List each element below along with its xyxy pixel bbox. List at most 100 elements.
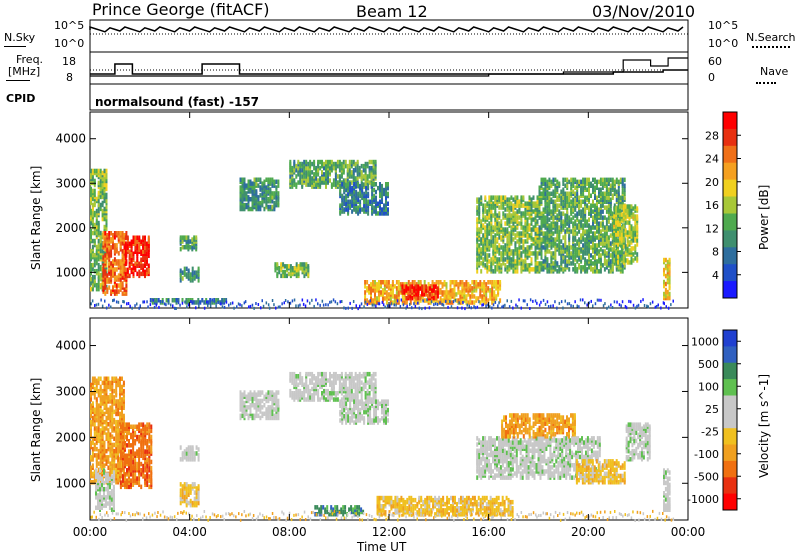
power-cell bbox=[104, 243, 107, 248]
power-cell bbox=[432, 284, 435, 289]
power-cell bbox=[568, 233, 571, 238]
power-speckle bbox=[550, 304, 552, 308]
power-cell bbox=[550, 197, 553, 202]
power-cell bbox=[628, 240, 631, 245]
power-cell bbox=[313, 165, 316, 171]
power-speckle bbox=[426, 298, 428, 302]
power-cell bbox=[463, 286, 466, 291]
power-cell bbox=[572, 177, 575, 183]
power-cell bbox=[508, 231, 511, 236]
velocity-cell bbox=[105, 415, 108, 421]
power-cell bbox=[619, 222, 621, 227]
power-cell bbox=[522, 203, 525, 208]
power-speckle bbox=[647, 305, 649, 309]
power-cell bbox=[542, 259, 545, 264]
power-cell bbox=[425, 288, 428, 293]
power-speckle bbox=[251, 303, 254, 307]
power-cell bbox=[664, 281, 667, 287]
power-cell bbox=[617, 254, 619, 259]
power-speckle bbox=[624, 305, 627, 308]
power-cell bbox=[594, 243, 596, 248]
power-cell bbox=[191, 237, 194, 242]
power-cell bbox=[275, 191, 278, 196]
power-cell bbox=[634, 244, 637, 249]
power-cell bbox=[482, 243, 485, 248]
power-cell bbox=[578, 219, 581, 224]
power-cell bbox=[364, 290, 367, 295]
power-cell bbox=[433, 282, 436, 287]
power-cell bbox=[550, 269, 553, 274]
freq-strip-frame bbox=[89, 51, 689, 85]
power-cell bbox=[562, 243, 565, 248]
power-speckle bbox=[223, 305, 226, 309]
power-speckle bbox=[192, 300, 194, 304]
power-cell bbox=[417, 280, 420, 285]
power-cell bbox=[105, 204, 108, 210]
power-cell bbox=[305, 262, 308, 267]
power-speckle bbox=[105, 306, 108, 310]
power-cell bbox=[626, 204, 629, 209]
power-cell bbox=[97, 238, 100, 244]
power-cell bbox=[330, 182, 333, 187]
power-cell bbox=[582, 191, 585, 196]
power-cell bbox=[482, 233, 485, 238]
power-cell bbox=[193, 274, 196, 279]
power-cell bbox=[103, 178, 106, 184]
power-cell bbox=[562, 249, 565, 254]
power-cell bbox=[453, 280, 456, 285]
power-cell bbox=[142, 271, 145, 277]
power-speckle bbox=[186, 305, 188, 309]
power-cell bbox=[115, 283, 118, 288]
power-speckle bbox=[260, 306, 262, 310]
power-cell bbox=[405, 284, 408, 289]
power-cell bbox=[630, 214, 633, 219]
power-cell bbox=[345, 187, 348, 193]
power-cell bbox=[381, 183, 383, 189]
power-cell bbox=[500, 195, 503, 200]
power-cell bbox=[615, 177, 618, 183]
power-cell bbox=[508, 261, 511, 266]
power-cell bbox=[556, 203, 559, 208]
power-speckle bbox=[301, 298, 304, 302]
power-cell bbox=[93, 230, 96, 236]
power-cell bbox=[91, 244, 94, 250]
power-speckle bbox=[662, 301, 665, 305]
date-title: 03/Nov/2010 bbox=[592, 2, 696, 21]
power-cell bbox=[105, 284, 108, 290]
power-cell bbox=[140, 239, 143, 244]
power-cell bbox=[500, 235, 503, 240]
power-speckle bbox=[642, 298, 644, 302]
power-cell bbox=[619, 232, 621, 237]
power-speckle bbox=[556, 306, 558, 310]
power-cell bbox=[568, 223, 571, 228]
power-cell bbox=[566, 203, 569, 208]
power-cell bbox=[546, 267, 549, 272]
power-cell bbox=[123, 287, 126, 292]
power-cell bbox=[385, 182, 387, 187]
power-cell bbox=[364, 178, 367, 183]
power-cell bbox=[622, 254, 625, 259]
velocity-cell bbox=[99, 453, 102, 458]
power-cell bbox=[506, 255, 509, 260]
power-cell bbox=[97, 266, 100, 272]
power-cell bbox=[617, 206, 619, 211]
velocity-cell bbox=[105, 384, 108, 390]
power-cell bbox=[562, 225, 565, 230]
power-cell bbox=[123, 245, 126, 250]
power-cell bbox=[393, 294, 396, 299]
power-cell bbox=[603, 215, 606, 220]
power-cell bbox=[626, 248, 629, 253]
velocity-cell bbox=[101, 409, 104, 415]
power-cell bbox=[542, 237, 545, 242]
power-cell bbox=[624, 204, 627, 209]
power-cell bbox=[554, 229, 557, 234]
power-cell bbox=[564, 183, 567, 188]
power-cell bbox=[582, 223, 585, 228]
power-speckle bbox=[424, 306, 426, 310]
power-cell bbox=[134, 245, 137, 250]
power-cell bbox=[615, 261, 618, 266]
power-cell bbox=[485, 286, 488, 291]
power-cell bbox=[560, 259, 563, 264]
power-cell bbox=[584, 261, 587, 266]
power-cell bbox=[588, 243, 590, 248]
